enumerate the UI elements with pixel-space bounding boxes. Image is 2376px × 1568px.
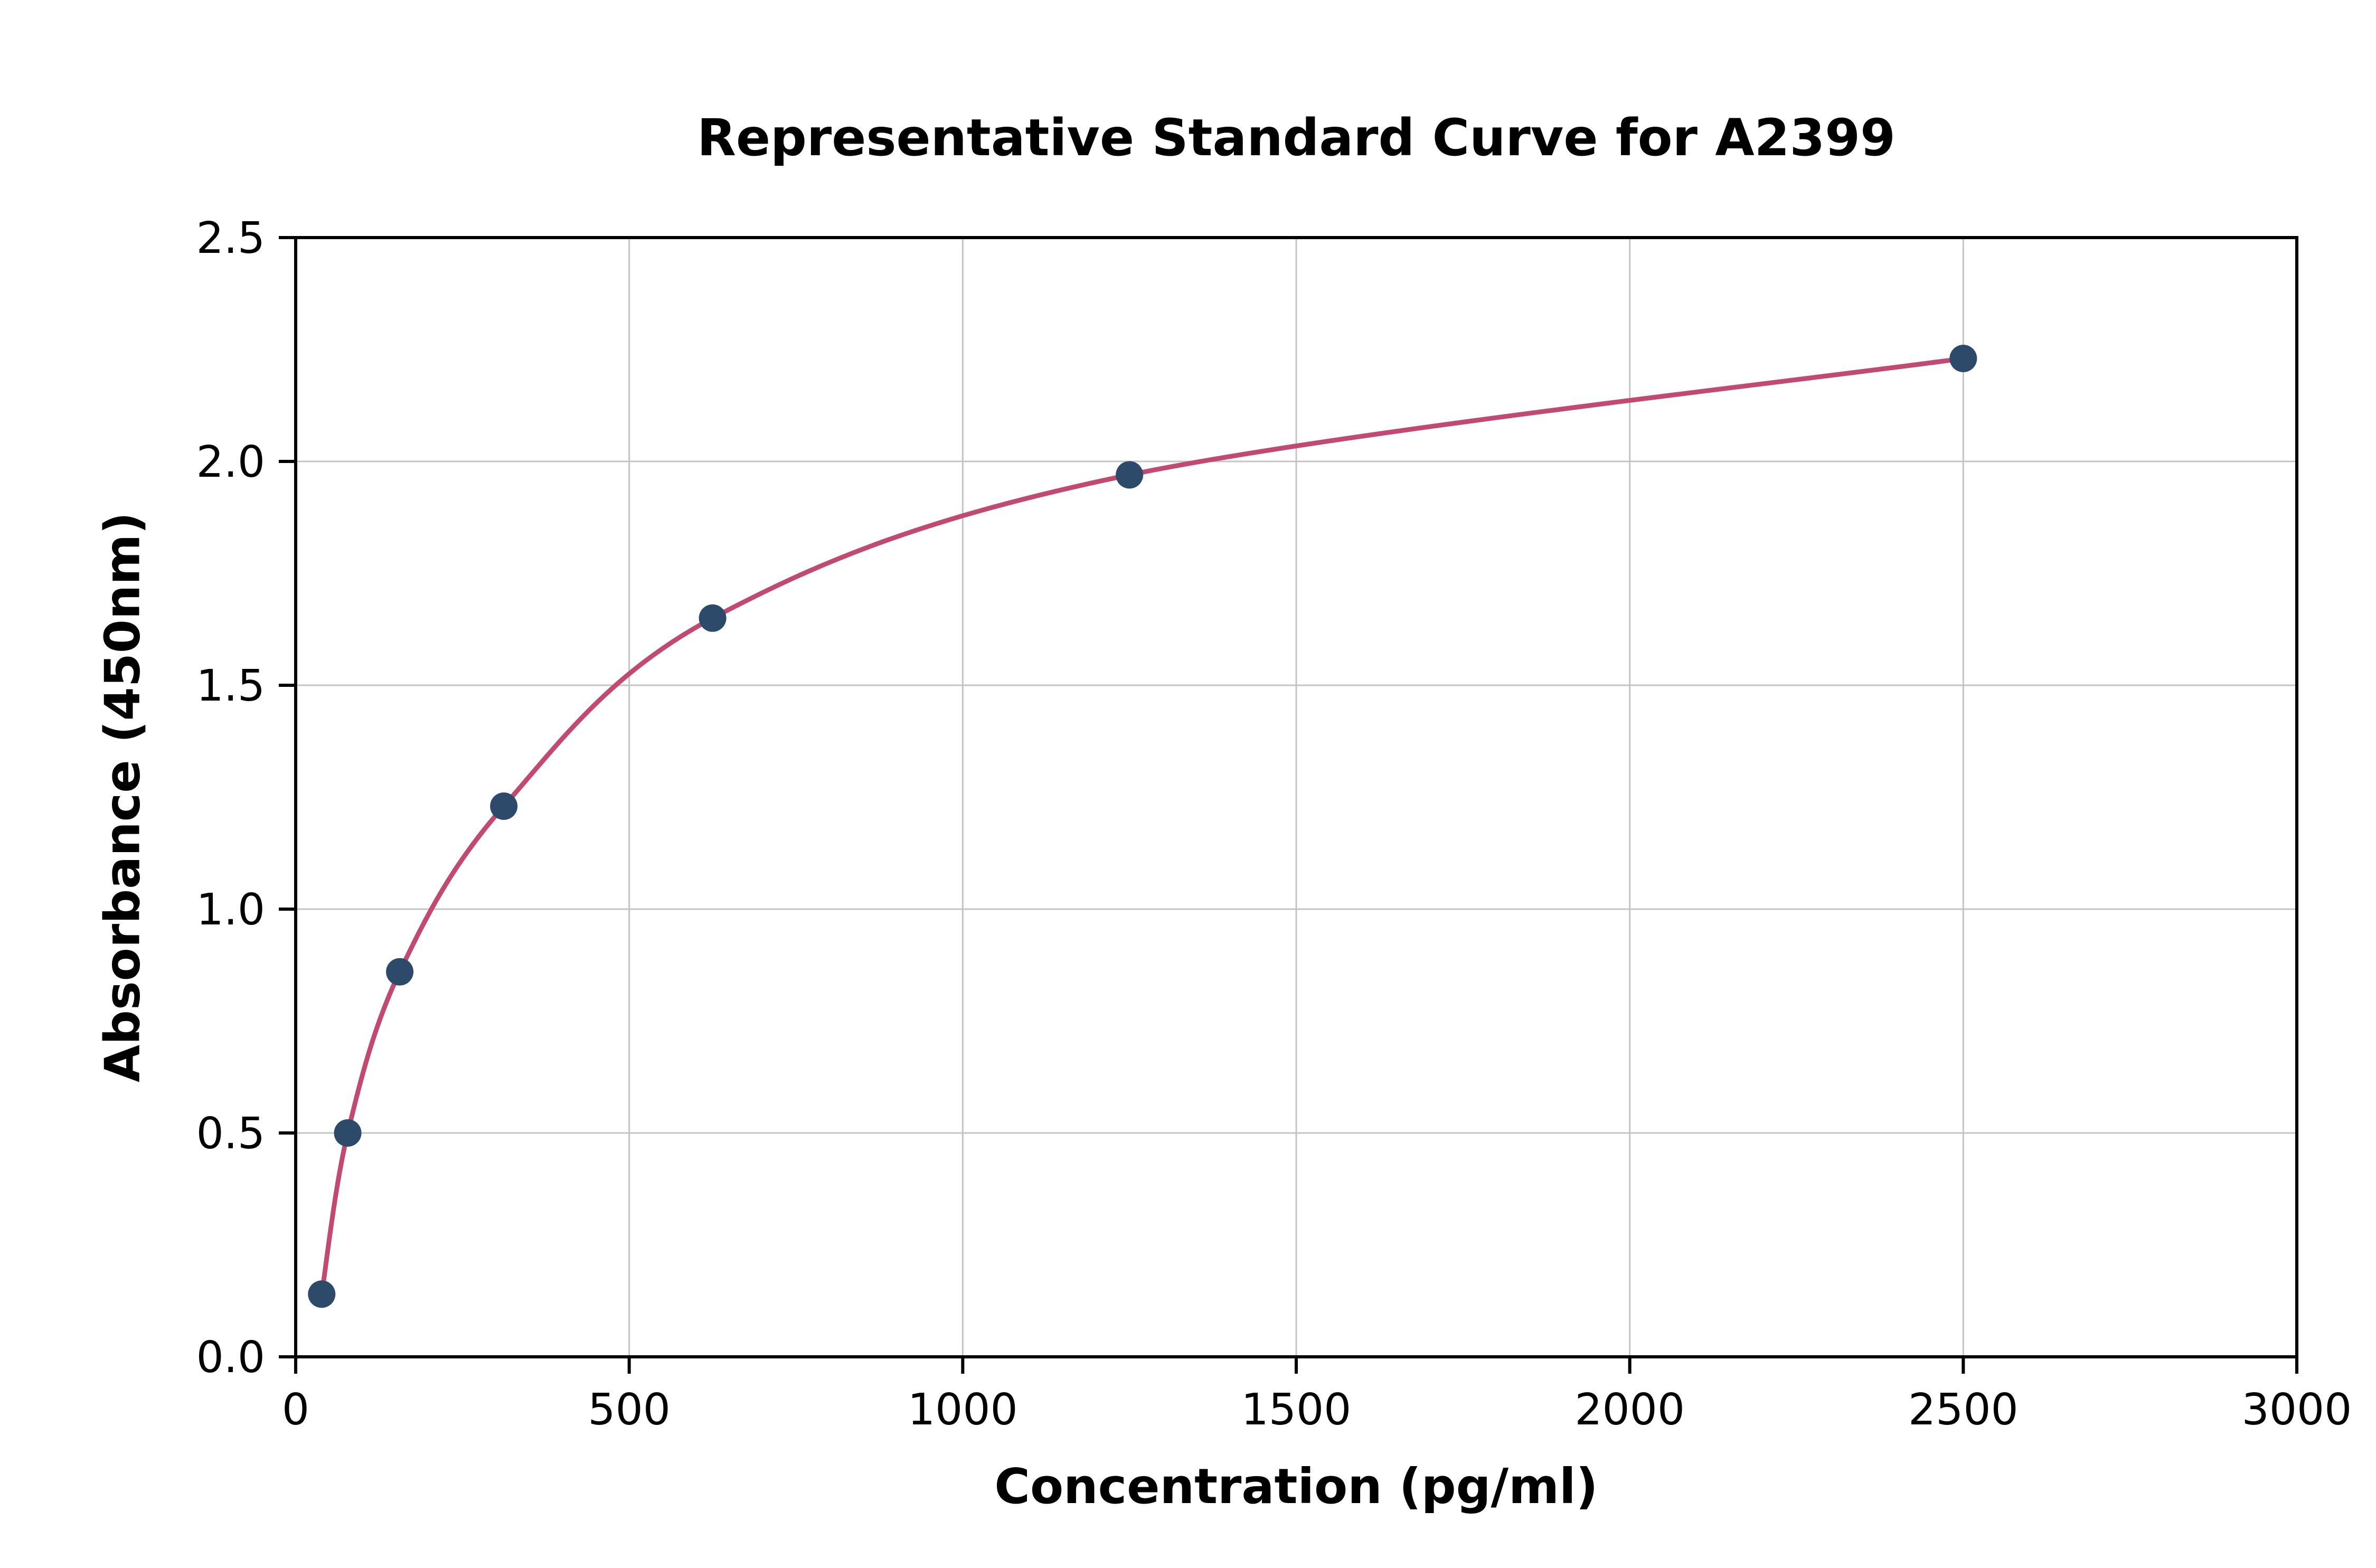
data-point	[490, 792, 518, 820]
data-point	[386, 958, 414, 986]
y-tick-label: 2.5	[196, 213, 265, 263]
x-tick-label: 500	[588, 1385, 671, 1435]
y-tick-label: 0.0	[196, 1333, 265, 1383]
x-tick-label: 2500	[1908, 1385, 2019, 1435]
y-tick-label: 1.5	[196, 661, 265, 711]
chart-title: Representative Standard Curve for A2399	[697, 108, 1896, 167]
x-tick-label: 3000	[2242, 1385, 2352, 1435]
data-points	[308, 344, 1977, 1308]
x-tick-label: 1500	[1241, 1385, 1352, 1435]
x-tick-label: 0	[282, 1385, 309, 1435]
x-tick-label: 2000	[1574, 1385, 1685, 1435]
fitted-curve	[319, 356, 1966, 1297]
tick-labels: 0 500 1000 1500 2000 2500 3000 0.0 0.5 1.0 1.5 2.0 2…	[196, 213, 2352, 1435]
y-tick-label: 0.5	[196, 1109, 265, 1159]
y-tick-label: 2.0	[196, 437, 265, 487]
x-tick-label: 1000	[908, 1385, 1018, 1435]
y-tick-label: 1.0	[196, 885, 265, 935]
axis-ticks	[279, 236, 2298, 1374]
grid-lines	[296, 238, 2297, 1357]
data-point	[308, 1280, 336, 1308]
data-point	[334, 1119, 362, 1147]
x-axis-label: Concentration (pg/ml)	[994, 1458, 1598, 1515]
data-point	[1949, 344, 1977, 372]
data-point	[699, 604, 727, 632]
data-point	[1116, 461, 1144, 489]
